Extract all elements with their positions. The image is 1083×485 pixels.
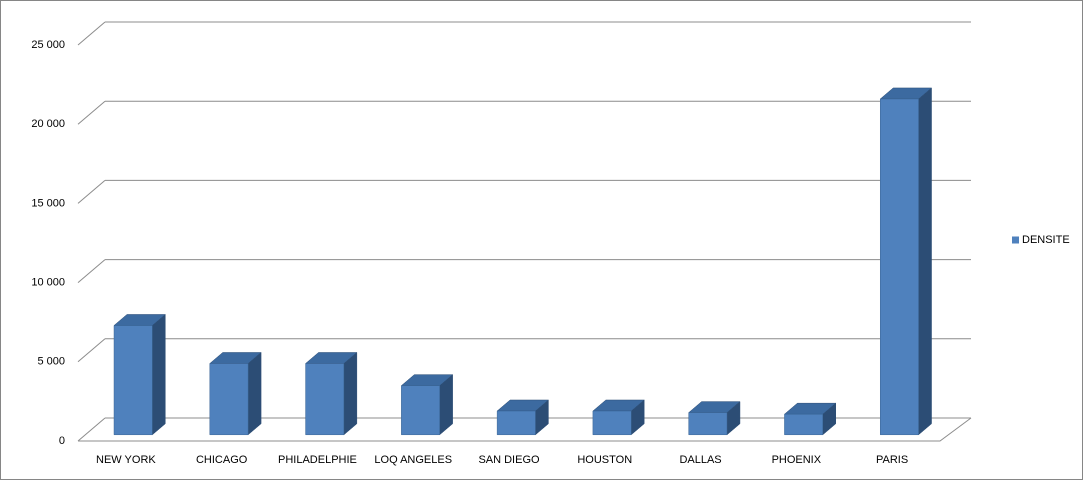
x-tick-label: SAN DIEGO (478, 454, 540, 466)
x-tick-label: DALLAS (679, 454, 721, 466)
x-tick-label: PHOENIX (772, 454, 822, 466)
x-tick-label: NEW YORK (96, 454, 156, 466)
bar-side (247, 351, 262, 436)
y-tick-label: 20 000 (31, 118, 65, 130)
y-tick-label: 0 (59, 435, 65, 447)
y-tick-label: 15 000 (31, 197, 65, 209)
bar (113, 325, 153, 436)
grid-line (77, 100, 106, 125)
legend-label: DENSITE (1022, 234, 1070, 246)
x-tick-label: LOQ ANGELES (374, 454, 452, 466)
bar (401, 385, 440, 436)
bar-side (918, 87, 932, 436)
floor-edge (78, 417, 972, 442)
x-tick-label: PHILADELPHIE (278, 454, 357, 466)
y-tick-label: 25 000 (31, 39, 65, 51)
bar (592, 410, 632, 436)
y-tick-label: 10 000 (31, 277, 65, 289)
grid-line (77, 259, 106, 283)
y-tick-label: 5 000 (37, 356, 65, 368)
bar (305, 363, 345, 436)
grid-line (77, 417, 106, 442)
bar (879, 98, 919, 436)
bar-side (152, 313, 166, 436)
grid-line (77, 338, 106, 363)
bar (496, 410, 536, 436)
x-tick-label: PARIS (876, 454, 908, 466)
legend-swatch (1012, 236, 1019, 244)
bar-side (343, 351, 358, 436)
bar (784, 413, 824, 436)
bar (209, 363, 249, 436)
grid-line (77, 21, 106, 46)
x-tick-label: HOUSTON (577, 454, 632, 466)
bar (688, 412, 728, 436)
grid-line (77, 180, 106, 204)
x-tick-label: CHICAGO (196, 454, 248, 466)
